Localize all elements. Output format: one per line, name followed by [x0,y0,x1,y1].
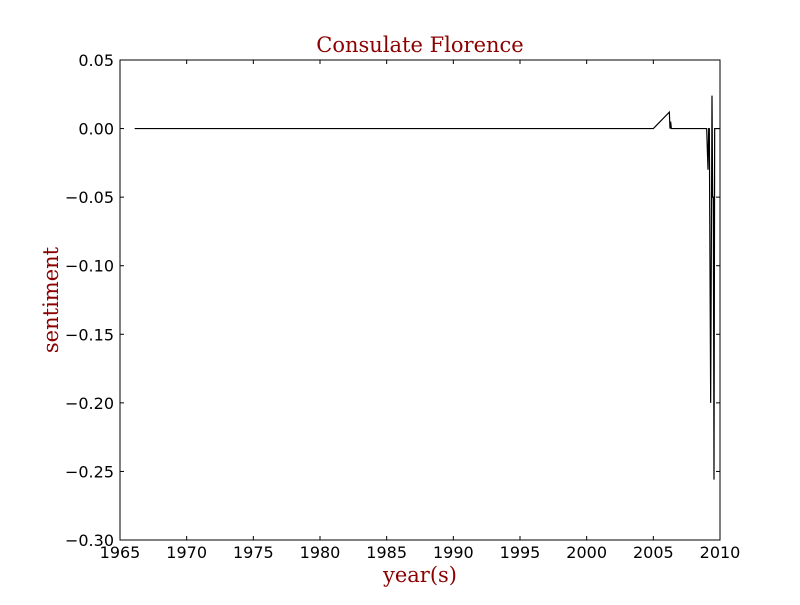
y-tick-label: −0.20 [65,394,114,413]
x-axis-label: year(s) [382,563,457,587]
y-tick-label: −0.25 [65,462,114,481]
x-tick-label: 2005 [633,543,674,562]
x-tick-label: 1990 [433,543,474,562]
y-tick-label: 0.05 [78,51,114,70]
x-tick-label: 2010 [700,543,741,562]
x-tick-label: 1995 [500,543,541,562]
x-tick-label: 1985 [366,543,407,562]
series-layer [134,95,720,480]
y-axis-label: sentiment [39,246,63,353]
x-tick-label: 1970 [166,543,207,562]
y-tick-label: −0.30 [65,531,114,550]
x-tick-label: 1965 [100,543,141,562]
chart-title: Consulate Florence [316,33,523,57]
x-tick-label: 1975 [233,543,274,562]
x-tick-label: 2000 [566,543,607,562]
ticks-layer: 1965 1970 1975 1980 1985 1990 1995 2000 2005 2010… [65,51,740,562]
y-tick-label: −0.05 [65,188,114,207]
x-tick-label: 1980 [300,543,341,562]
plot-frame [119,59,721,541]
series-line-0 [134,95,720,480]
y-tick-label: 0.00 [78,120,114,139]
y-tick-label: −0.15 [65,325,114,344]
y-tick-label: −0.10 [65,257,114,276]
